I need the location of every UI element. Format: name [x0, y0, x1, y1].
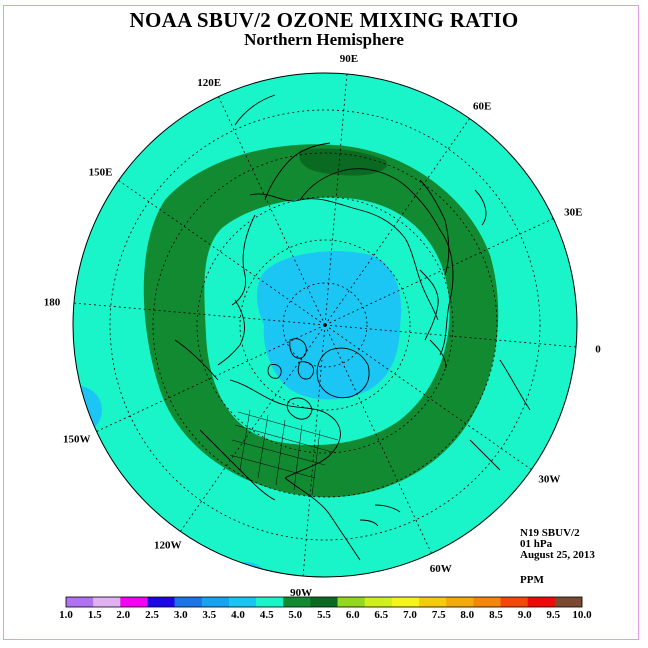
scale-label: 5.0 — [288, 609, 302, 621]
longitude-label: 90E — [340, 53, 358, 65]
meridian-line — [324, 118, 470, 326]
color-swatch — [473, 597, 501, 607]
longitude-label: 180 — [44, 297, 61, 309]
color-swatch — [120, 597, 148, 607]
scale-label: 4.0 — [231, 609, 245, 621]
color-scale-border — [65, 596, 583, 608]
longitude-label: 90W — [290, 587, 312, 599]
scale-label: 7.0 — [403, 609, 417, 621]
meridian-line — [218, 96, 326, 326]
info-date: August 25, 2013 — [520, 549, 595, 561]
color-swatch — [391, 597, 420, 607]
info-units: PPM — [520, 574, 544, 586]
color-swatch — [256, 597, 284, 607]
band-4-0-to-4-5-center — [256, 251, 402, 400]
longitude-label: 120E — [197, 77, 221, 89]
color-swatch — [201, 597, 230, 607]
meridian-line — [324, 324, 432, 554]
meridian-line — [96, 324, 326, 432]
meridian-line — [324, 73, 348, 326]
scale-label: 1.5 — [88, 609, 102, 621]
map-title: NOAA SBUV/2 OZONE MIXING RATIO — [129, 8, 519, 32]
color-swatch — [147, 597, 175, 607]
meridian-line — [324, 218, 554, 326]
color-swatch — [228, 597, 257, 607]
meridian-line — [324, 324, 532, 470]
scale-label: 6.0 — [346, 609, 360, 621]
color-swatch — [364, 597, 393, 607]
longitude-label: 60E — [473, 101, 491, 113]
coastlines — [174, 94, 531, 561]
scale-label: 5.5 — [317, 609, 331, 621]
longitude-label: 150W — [63, 433, 91, 445]
scale-label: 2.5 — [145, 609, 159, 621]
longitude-label: 120W — [154, 540, 182, 552]
scale-label: 9.0 — [518, 609, 532, 621]
color-swatch — [527, 597, 556, 607]
longitude-labels: 90E 60E 30E 0 30W 60W 90W 120W 150W 180 150E 120E — [44, 53, 602, 599]
info-satellite: N19 SBUV/2 — [520, 527, 580, 539]
longitude-label: 30E — [564, 207, 582, 219]
longitude-label: 0 — [595, 343, 601, 355]
longitude-label: 60W — [430, 563, 452, 575]
latitude-lines — [109, 109, 541, 541]
color-swatch — [500, 597, 528, 607]
info-level: 01 hPa — [520, 538, 553, 550]
scale-label: 10.0 — [572, 609, 592, 621]
scale-label: 1.0 — [59, 609, 73, 621]
plot-frame — [3, 5, 639, 640]
color-swatch — [337, 597, 366, 607]
meridian-line — [180, 324, 326, 532]
longitude-lines — [73, 73, 577, 577]
scale-label: 6.5 — [374, 609, 388, 621]
meridian-line — [324, 324, 577, 348]
color-swatch — [446, 597, 474, 607]
color-swatch — [419, 597, 447, 607]
color-swatch — [310, 597, 338, 607]
longitude-label: 150E — [89, 166, 113, 178]
scale-label: 3.0 — [174, 609, 188, 621]
scale-label: 2.0 — [116, 609, 130, 621]
color-swatch — [66, 597, 94, 607]
scale-label: 8.5 — [489, 609, 503, 621]
longitude-label: 30W — [538, 474, 560, 486]
color-swatch — [554, 597, 583, 607]
meridian-line — [302, 324, 326, 577]
color-swatch — [93, 597, 121, 607]
globe-fill — [73, 73, 577, 577]
globe-outline — [72, 72, 578, 578]
scale-label: 8.0 — [460, 609, 474, 621]
color-swatch — [174, 597, 203, 607]
scale-label: 7.5 — [432, 609, 446, 621]
scale-label: 4.5 — [260, 609, 274, 621]
map-subtitle: Northern Hemisphere — [244, 30, 404, 49]
meridian-line — [73, 302, 326, 326]
meridian-line — [118, 180, 326, 326]
scale-label: 9.5 — [546, 609, 560, 621]
scale-label: 3.5 — [202, 609, 216, 621]
color-swatch — [283, 597, 311, 607]
